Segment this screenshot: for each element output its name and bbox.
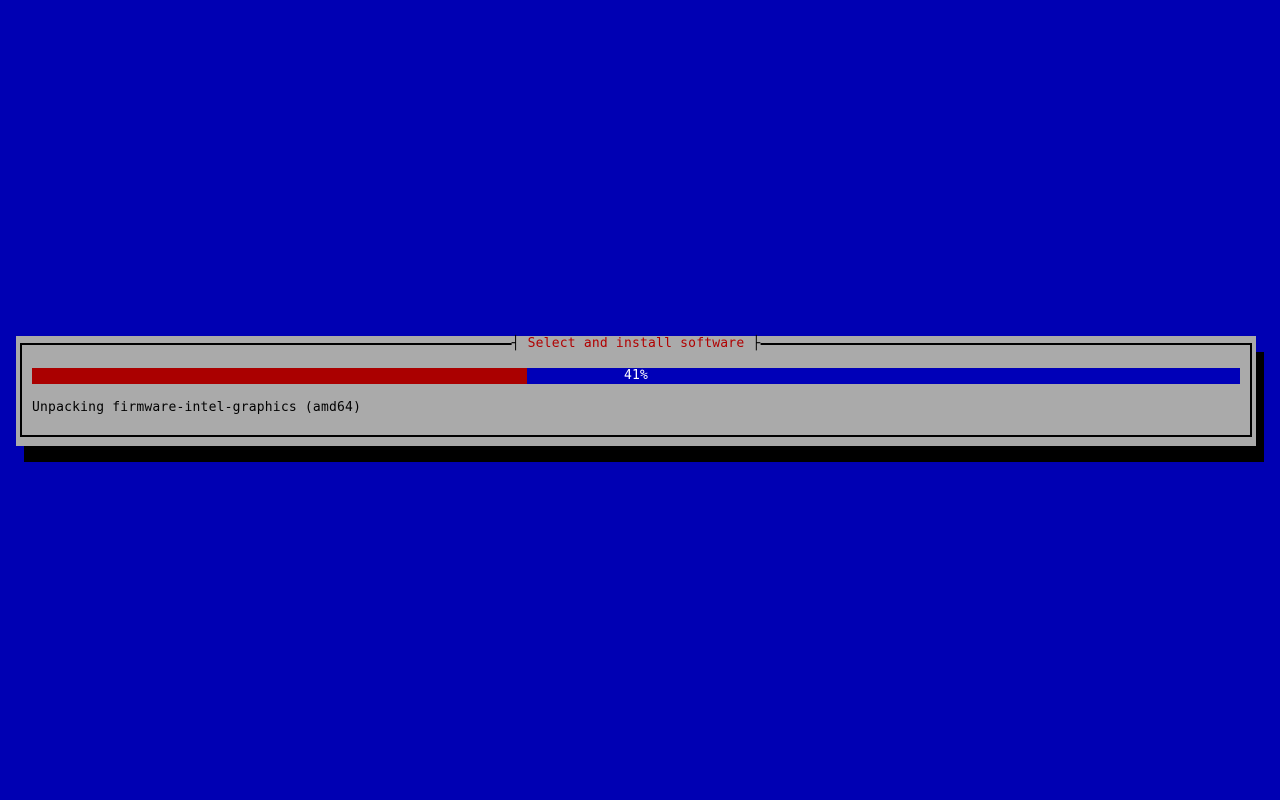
dialog-title-text: Select and install software: [527, 336, 745, 351]
title-right-tick: ├: [752, 336, 761, 351]
dialog-title: ┤ Select and install software ├: [511, 336, 761, 352]
progress-bar: 41%: [32, 368, 1240, 384]
progress-percent-label: 41%: [623, 368, 649, 383]
dialog-border: [20, 343, 1252, 437]
install-progress-dialog: ┤ Select and install software ├ 41% Unpack…: [16, 336, 1256, 446]
progress-fill: [32, 368, 528, 384]
title-left-tick: ┤: [511, 336, 520, 351]
status-text: Unpacking firmware-intel-graphics (amd64…: [32, 400, 362, 415]
